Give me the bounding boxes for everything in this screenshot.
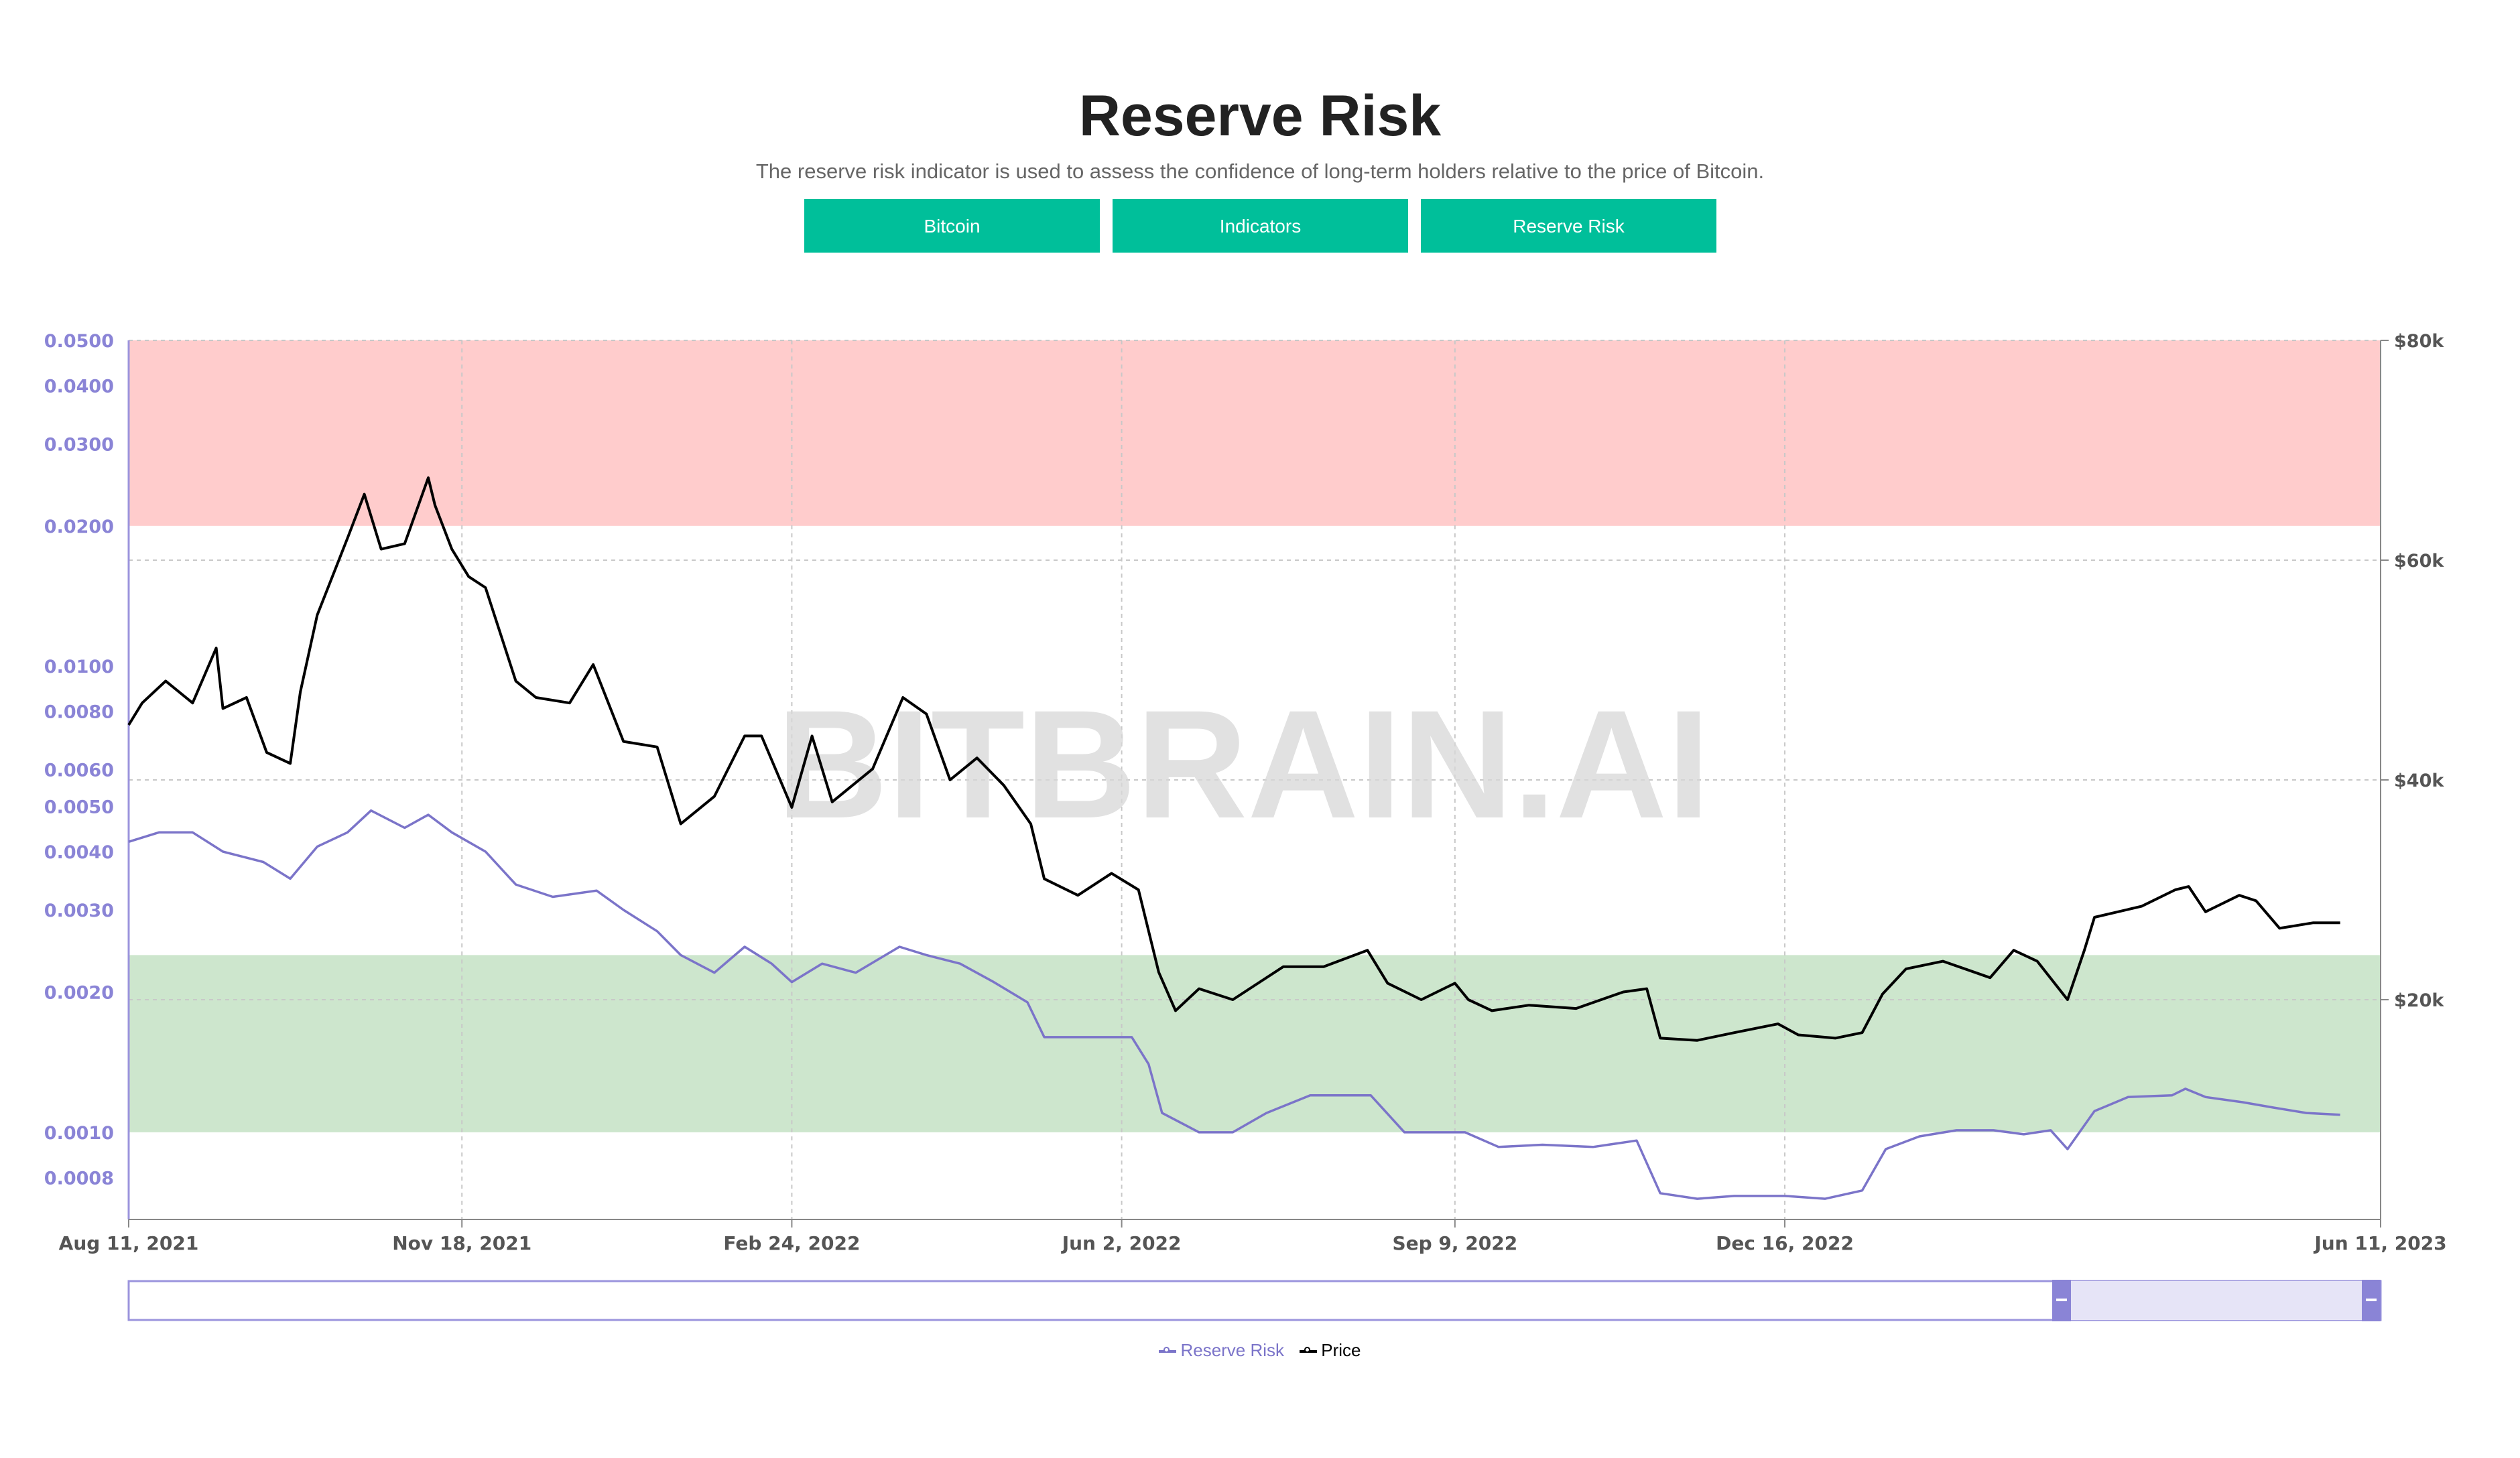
chart-legend: Reserve Risk Price (0, 1340, 2520, 1361)
indicators-button[interactable]: Indicators (1113, 199, 1408, 253)
x-tick-label: Aug 11, 2021 (59, 1232, 199, 1254)
range-navigator[interactable] (127, 1280, 2382, 1321)
y-left-tick-label: 0.0400 (44, 376, 114, 397)
y-left-tick-label: 0.0020 (44, 982, 114, 1003)
legend-item-price[interactable]: Price (1300, 1340, 1361, 1361)
legend-line-icon (1159, 1347, 1177, 1353)
y-left-tick-label: 0.0200 (44, 517, 114, 537)
legend-line-icon (1300, 1347, 1318, 1353)
x-tick-label: Feb 24, 2022 (723, 1232, 860, 1254)
navigator-track[interactable] (127, 1280, 2382, 1321)
x-tick-label: Sep 9, 2022 (1392, 1232, 1517, 1254)
x-tick-label: Jun 2, 2022 (1061, 1232, 1182, 1254)
page-header: Reserve Risk The reserve risk indicator … (0, 0, 2520, 185)
reserve-risk-button[interactable]: Reserve Risk (1421, 199, 1716, 253)
y-left-tick-label: 0.0080 (44, 702, 114, 723)
legend-item-reserve-risk[interactable]: Reserve Risk (1159, 1340, 1284, 1361)
y-left-tick-label: 0.0100 (44, 657, 114, 677)
risk-zone-low-band (129, 955, 2381, 1132)
legend-label: Reserve Risk (1180, 1340, 1285, 1360)
navigator-right-grip-icon (2366, 1299, 2377, 1301)
x-tick-label: Nov 18, 2021 (392, 1232, 531, 1254)
legend-label: Price (1321, 1340, 1361, 1360)
reserve-risk-series-line (128, 809, 2340, 1200)
y-left-tick-label: 0.0300 (44, 434, 114, 455)
y-left-tick-label: 0.0040 (44, 842, 114, 863)
risk-zone-high-band (129, 340, 2381, 526)
x-tick-label: Dec 16, 2022 (1716, 1232, 1854, 1254)
y-left-tick-label: 0.0500 (44, 331, 114, 352)
price-series-line (127, 476, 2340, 1042)
page-subtitle: The reserve risk indicator is used to as… (755, 159, 1765, 183)
watermark-text: BITBRAIN.AI (777, 678, 1710, 850)
y-left-tick-label: 0.0030 (44, 901, 114, 921)
y-right-tick-label: $60k (2394, 551, 2444, 572)
x-tick-label: Jun 11, 2023 (2313, 1232, 2446, 1254)
y-right-tick-label: $80k (2394, 331, 2444, 352)
navigator-left-grip-icon (2056, 1299, 2067, 1301)
navigator-selection[interactable] (2064, 1281, 2381, 1320)
nav-buttons: Bitcoin Indicators Reserve Risk (804, 199, 1716, 253)
y-left-tick-label: 0.0010 (44, 1123, 114, 1144)
y-left-tick-label: 0.0008 (44, 1168, 114, 1189)
bitcoin-button[interactable]: Bitcoin (804, 199, 1100, 253)
y-left-tick-label: 0.0050 (44, 797, 114, 818)
y-left-tick-label: 0.0060 (44, 760, 114, 781)
page-title: Reserve Risk (1078, 84, 1442, 148)
y-right-tick-label: $20k (2394, 990, 2444, 1011)
y-right-tick-label: $40k (2394, 771, 2444, 791)
